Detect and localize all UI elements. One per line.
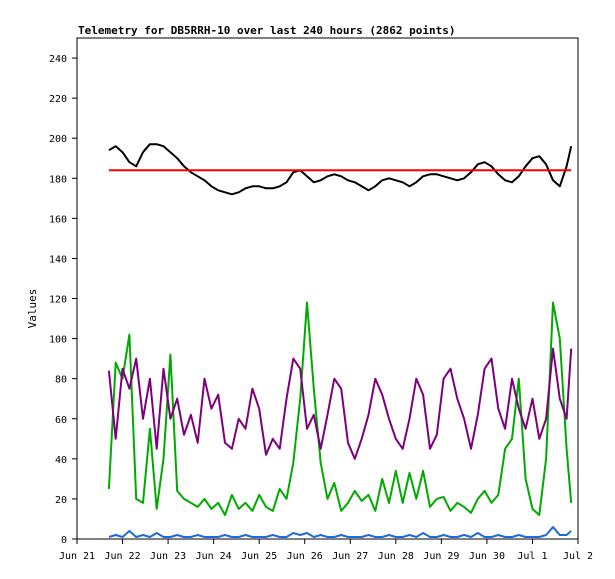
- x-tick-label: Jul 1: [517, 551, 547, 562]
- x-tick-label: Jun 29: [423, 551, 459, 562]
- x-tick-label: Jun 27: [332, 551, 368, 562]
- y-axis: 0 20 40 60 80 100 120 140 160 180 200 220 240: [49, 54, 77, 546]
- y-tick-label: 200: [49, 134, 67, 145]
- series-line-1: [108, 143, 573, 196]
- x-axis: Jun 21 Jun 22 Jun 23 Jun 24 Jun 25 Jun 26 Jun …: [59, 539, 593, 562]
- x-tick-label: Jun 24: [196, 551, 232, 562]
- chart-title: Telemetry for DB5RRH-10 over last 240 ho…: [78, 24, 456, 37]
- series-line-5: [108, 526, 572, 538]
- series-line-4: [107, 347, 573, 460]
- x-tick-label: Jul 2: [563, 551, 593, 562]
- series-group: [107, 143, 573, 538]
- plot-area: [76, 37, 579, 540]
- y-tick-label: 80: [55, 375, 67, 386]
- x-tick-label: Jun 30: [469, 551, 505, 562]
- y-tick-label: 60: [55, 415, 67, 426]
- y-tick-label: 120: [49, 295, 67, 306]
- series-line-3: [107, 301, 573, 516]
- x-tick-label: Jun 26: [287, 551, 323, 562]
- y-tick-label: 20: [55, 495, 67, 506]
- y-axis-label: Values: [26, 289, 39, 329]
- y-tick-label: 40: [55, 455, 67, 466]
- y-tick-label: 180: [49, 174, 67, 185]
- y-tick-label: 240: [49, 54, 67, 65]
- x-tick-label: Jun 22: [104, 551, 140, 562]
- y-tick-label: 160: [49, 214, 67, 225]
- x-tick-label: Jun 21: [59, 551, 95, 562]
- x-tick-label: Jun 28: [378, 551, 414, 562]
- y-tick-label: 0: [61, 535, 67, 546]
- x-tick-label: Jun 25: [241, 551, 277, 562]
- y-tick-label: 220: [49, 94, 67, 105]
- y-tick-label: 100: [49, 335, 67, 346]
- y-tick-label: 140: [49, 254, 67, 265]
- x-tick-label: Jun 23: [150, 551, 186, 562]
